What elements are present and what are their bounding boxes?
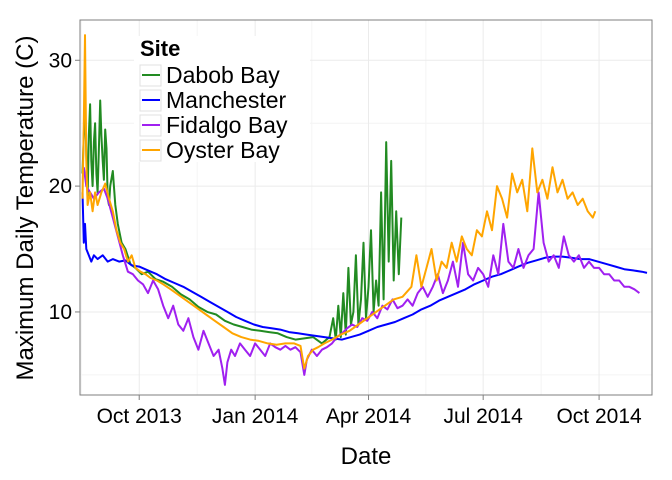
legend-key-oyster-bay	[139, 139, 162, 162]
series-line-oyster-bay	[81, 34, 597, 370]
x-tick-label: Jan 2014	[212, 405, 299, 428]
x-tick-label: Oct 2013	[97, 405, 182, 428]
x-tick-label: Apr 2014	[326, 405, 412, 428]
series-line-dabob-bay	[81, 94, 403, 345]
panel-border	[79, 19, 653, 396]
y-tick-label: 20	[49, 175, 72, 198]
x-tick-label: Oct 2014	[556, 405, 642, 428]
legend-label-oyster-bay: Oyster Bay	[166, 137, 280, 163]
x-axis: Oct 2013 Jan 2014 Apr 2014 Jul 2014 Oct 2014	[97, 395, 642, 428]
legend-title: Site	[140, 36, 180, 61]
legend-key-fidalgo-bay	[139, 114, 162, 137]
legend-label-dabob-bay: Dabob Bay	[166, 62, 280, 88]
legend-label-fidalgo-bay: Fidalgo Bay	[166, 112, 288, 138]
legend-key-dabob-bay	[139, 64, 162, 87]
legend-key-manchester	[139, 89, 162, 112]
x-axis-title: Date	[341, 443, 392, 470]
x-tick-label: Jul 2014	[443, 405, 523, 428]
series-line-fidalgo-bay	[82, 167, 641, 386]
y-tick-label: 10	[49, 301, 72, 324]
y-tick-label: 30	[49, 49, 72, 72]
y-axis: 10 20 30	[49, 49, 80, 324]
y-axis-title: Maximum Daily Temperature (C)	[12, 36, 39, 381]
series-layer	[81, 34, 648, 386]
legend-background	[134, 36, 310, 162]
legend-label-manchester: Manchester	[166, 87, 287, 113]
